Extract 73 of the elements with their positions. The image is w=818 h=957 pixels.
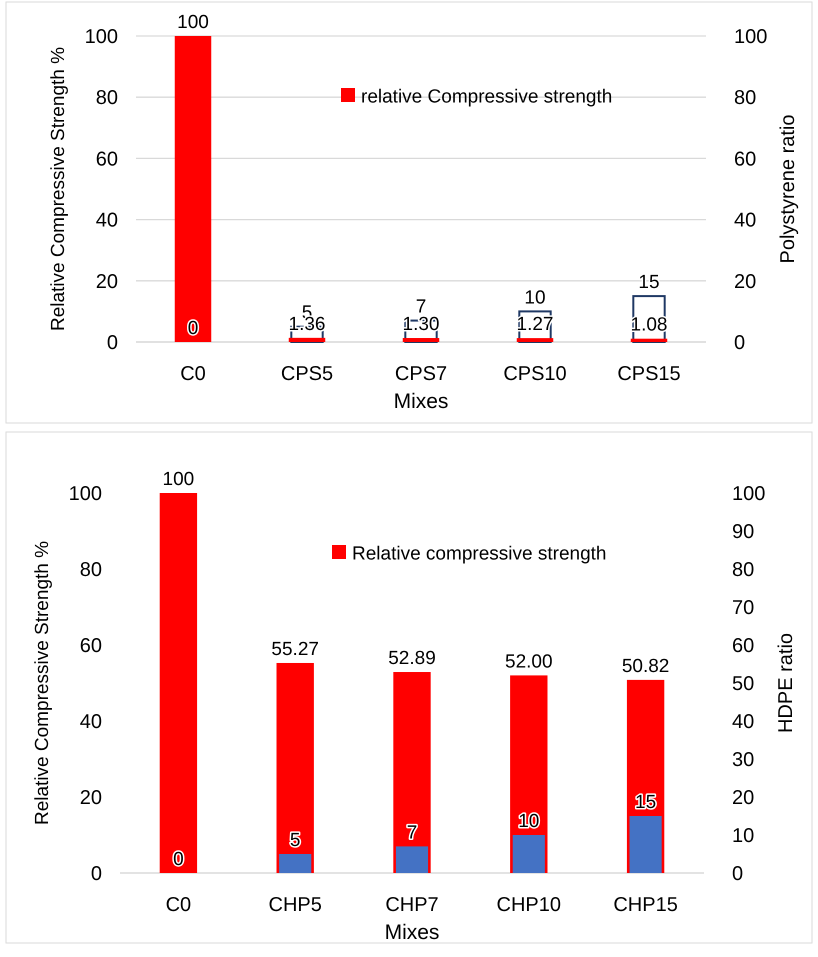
x-axis-title: Mixes	[394, 390, 448, 413]
data-label: 10	[524, 287, 546, 308]
y-axis-title: Relative Compressive Strength %	[48, 46, 69, 332]
y2-tick-label: 60	[732, 635, 754, 657]
y2-tick-label: 0	[732, 863, 744, 885]
bar	[402, 338, 440, 342]
y2-tick-label: 40	[732, 711, 754, 733]
x-tick-label: CHP10	[496, 894, 562, 916]
bar	[276, 662, 314, 873]
bar	[288, 338, 326, 342]
y2-tick-label: 60	[734, 148, 756, 170]
y-axis-title: Relative Compressive Strength %	[32, 540, 53, 826]
y2-tick-label: 70	[732, 597, 754, 619]
y-tick-label: 20	[96, 270, 118, 293]
y2-tick-label: 10	[732, 825, 754, 847]
x-axis-title: Mixes	[384, 921, 440, 944]
y-tick-label: 20	[80, 787, 102, 809]
y2-tick-label: 100	[732, 483, 766, 505]
y2-tick-label: 80	[732, 559, 754, 581]
bar	[630, 816, 662, 873]
data-label: 7	[406, 822, 418, 844]
bar	[160, 493, 198, 873]
y2-tick-label: 40	[734, 210, 756, 232]
data-label: 52.89	[388, 648, 436, 670]
y2-tick-label: 30	[732, 749, 754, 771]
data-label: 15	[635, 792, 656, 813]
y-tick-label: 40	[96, 210, 118, 232]
data-label: 10	[518, 811, 540, 832]
y2-tick-label: 0	[734, 332, 746, 354]
y-tick-label: 80	[96, 87, 118, 110]
x-tick-label: C0	[180, 363, 206, 385]
x-tick-label: CHP7	[385, 894, 439, 916]
y2-axis-title: Polystyrene ratio	[777, 114, 799, 264]
bar	[279, 854, 312, 873]
bar	[174, 36, 212, 342]
x-tick-label: CPS5	[280, 363, 334, 385]
y2-tick-label: 50	[732, 673, 754, 695]
legend-label: Relative compressive strength	[352, 544, 606, 565]
x-tick-label: CHP5	[268, 894, 322, 916]
y2-tick-label: 80	[734, 87, 756, 110]
x-tick-label: CPS7	[394, 363, 448, 385]
y-tick-label: 40	[80, 711, 102, 733]
y2-tick-label: 20	[732, 787, 754, 809]
data-label: 15	[638, 272, 660, 294]
data-label: 100	[162, 469, 194, 490]
x-tick-label: C0	[166, 894, 192, 916]
data-label: 0	[188, 318, 198, 339]
bar	[512, 835, 545, 873]
y2-tick-label: 100	[734, 26, 768, 48]
y-tick-label: 100	[68, 483, 102, 505]
x-tick-label: CPS10	[503, 363, 567, 385]
data-label: 0	[173, 849, 184, 870]
legend-label: relative Compressive strength	[361, 86, 612, 108]
y-tick-label: 80	[80, 559, 102, 581]
y-tick-label: 60	[96, 148, 118, 170]
x-tick-label: CHP15	[613, 894, 678, 916]
data-label: 52.00	[505, 651, 553, 672]
y-tick-label: 60	[80, 635, 102, 657]
x-tick-label: CPS15	[617, 363, 681, 385]
data-label: 100	[177, 12, 209, 33]
data-label: 55.27	[271, 638, 319, 660]
bar	[516, 338, 554, 342]
bar	[630, 338, 668, 342]
y2-tick-label: 20	[734, 270, 756, 293]
y-tick-label: 100	[84, 26, 118, 48]
y-tick-label: 0	[106, 332, 118, 354]
y2-tick-label: 90	[732, 521, 754, 543]
y2-axis-title: HDPE ratio	[775, 632, 797, 734]
data-label: 50.82	[622, 656, 670, 677]
data-label: 5	[290, 830, 300, 851]
data-label: 7	[416, 296, 426, 318]
y-tick-label: 0	[90, 863, 102, 885]
bar	[396, 846, 428, 873]
